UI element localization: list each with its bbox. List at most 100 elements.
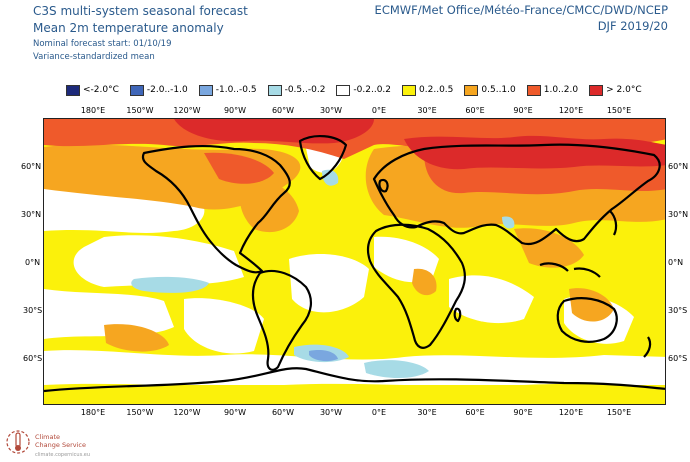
lon-label-top: 150°E <box>606 106 632 115</box>
neutral-patch <box>289 254 369 313</box>
lon-label-bottom: 30°W <box>319 408 343 417</box>
legend-label: -0.5..-0.2 <box>284 85 326 95</box>
cool-patch <box>502 216 515 229</box>
lon-label-bottom: 150°E <box>606 408 632 417</box>
lon-label-top: 60°E <box>465 106 485 115</box>
legend-item: <-2.0°C <box>66 84 119 96</box>
legend-swatch <box>336 84 351 96</box>
legend-swatch <box>589 84 604 96</box>
lon-label-bottom: 60°W <box>271 408 295 417</box>
logo-url: climate.copernicus.eu <box>35 452 91 458</box>
legend-label: <-2.0°C <box>83 85 119 95</box>
coastline-antarctica <box>44 367 665 393</box>
lat-label-left: 60°S <box>23 354 43 363</box>
lat-label-left: 60°N <box>21 162 42 171</box>
color-legend: <-2.0°C -2.0..-1.0 -1.0..-0.5 -0.5..-0.2… <box>66 82 653 98</box>
method-note: Variance-standardized mean <box>33 52 155 62</box>
coastlines <box>44 135 665 393</box>
legend-label: > 2.0°C <box>606 85 642 95</box>
coastline-new-zealand <box>643 336 652 358</box>
logo-line1: Climate <box>35 433 61 441</box>
legend-item: 0.5..1.0 <box>464 84 516 96</box>
legend-item: -0.2..0.2 <box>336 84 392 96</box>
logo-text: Climate Change Service <box>35 433 86 449</box>
forecast-start: Nominal forecast start: 01/10/19 <box>33 39 172 49</box>
lon-label-bottom: 30°E <box>417 408 437 417</box>
lon-label-bottom: 180°E <box>80 408 106 417</box>
lon-label-top: 60°W <box>271 106 295 115</box>
warm-patch <box>569 288 614 322</box>
coastline-uk <box>378 178 389 193</box>
coastline-indonesia <box>539 262 569 272</box>
cool-patch <box>131 276 209 293</box>
coastline-eurasia <box>372 143 661 246</box>
legend-swatch <box>402 84 417 96</box>
lon-label-bottom: 90°E <box>513 408 533 417</box>
lon-label-bottom: 120°W <box>173 408 201 417</box>
neutral-patch <box>184 298 264 354</box>
lat-label-right: 60°S <box>668 354 688 363</box>
warm-patch <box>412 268 437 296</box>
legend-item: 1.0..2.0 <box>526 84 579 96</box>
antarctic-band <box>44 383 665 404</box>
coastline-australia <box>556 297 618 343</box>
lon-label-top: 0°E <box>371 106 387 115</box>
map-subtitle: Mean 2m temperature anomaly <box>33 21 224 35</box>
lon-label-bottom: 0°E <box>371 408 387 417</box>
lon-label-bottom: 150°W <box>126 408 154 417</box>
lat-label-left: 30°S <box>23 306 43 315</box>
map-title: C3S multi-system seasonal forecast <box>33 4 248 18</box>
lon-label-top: 30°W <box>319 106 343 115</box>
lon-label-top: 90°E <box>513 106 533 115</box>
logo-line2: Change Service <box>35 441 86 449</box>
coastline-north-america <box>141 144 291 274</box>
lat-label-right: 30°N <box>668 210 689 219</box>
season-label: DJF 2019/20 <box>597 19 668 33</box>
neutral-patch <box>449 275 534 324</box>
neutral-patch <box>73 235 244 287</box>
lon-label-top: 90°W <box>223 106 247 115</box>
anomaly-map <box>43 118 666 405</box>
legend-swatch <box>267 84 282 96</box>
coastline-greenland <box>298 135 348 181</box>
legend-label: -2.0..-1.0 <box>146 85 188 95</box>
hot-patch <box>204 152 274 184</box>
legend-item: > 2.0°C <box>589 84 642 96</box>
lon-label-top: 120°W <box>173 106 201 115</box>
legend-item: -2.0..-1.0 <box>129 84 188 96</box>
copernicus-logo-icon <box>6 430 30 454</box>
coastline-japan <box>609 210 618 236</box>
neutral-patch <box>44 350 665 385</box>
lon-label-top: 180°E <box>80 106 106 115</box>
legend-label: -0.2..0.2 <box>353 85 392 95</box>
legend-label: 1.0..2.0 <box>543 85 579 95</box>
lon-label-top: 150°W <box>126 106 154 115</box>
cool-patch <box>322 169 339 186</box>
lon-label-bottom: 60°E <box>465 408 485 417</box>
legend-swatch <box>464 84 479 96</box>
lat-label-right: 0°N <box>668 258 684 267</box>
centres-label: ECMWF/Met Office/Météo-France/CMCC/DWD/N… <box>374 3 668 17</box>
legend-swatch <box>129 84 144 96</box>
legend-item: -0.5..-0.2 <box>267 84 326 96</box>
warm-patch <box>514 228 584 268</box>
legend-label: 0.5..1.0 <box>481 85 516 95</box>
lat-label-right: 30°S <box>668 306 688 315</box>
lon-label-bottom: 120°E <box>558 408 584 417</box>
anomaly-map-svg <box>44 119 665 404</box>
lat-label-right: 60°N <box>668 162 689 171</box>
legend-item: -1.0..-0.5 <box>198 84 257 96</box>
legend-swatch <box>198 84 213 96</box>
neutral-patch <box>44 289 174 339</box>
cooler-patch <box>309 349 338 362</box>
coastline-africa <box>366 223 466 349</box>
legend-label: -1.0..-0.5 <box>215 85 257 95</box>
coastline-south-america <box>251 269 312 371</box>
warm-patch <box>104 324 169 352</box>
coastline-indonesia <box>573 267 601 278</box>
lon-label-top: 120°E <box>558 106 584 115</box>
lon-label-bottom: 90°W <box>223 408 247 417</box>
cool-patch <box>364 360 429 378</box>
coastline-madagascar <box>453 307 462 323</box>
legend-label: 0.2..0.5 <box>419 85 454 95</box>
